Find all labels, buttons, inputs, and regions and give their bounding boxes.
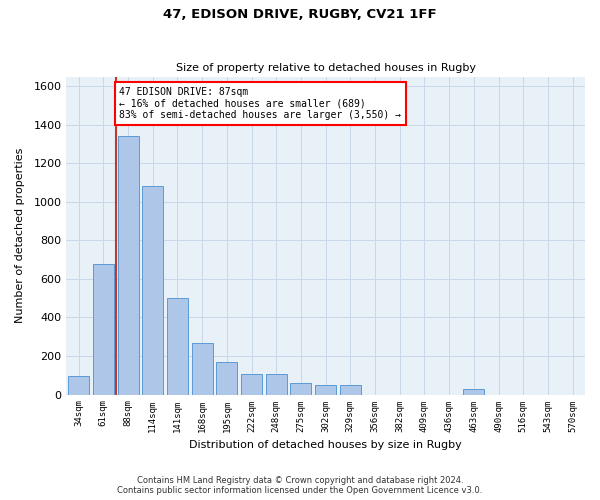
Bar (93, 264, 114, 394)
Bar (167, 298, 188, 394)
Bar (68, 376, 89, 394)
Bar (191, 342, 212, 394)
Bar (118, 136, 139, 394)
Text: 47 EDISON DRIVE: 87sqm
← 16% of detached houses are smaller (689)
83% of semi-de: 47 EDISON DRIVE: 87sqm ← 16% of detached… (119, 87, 401, 120)
Bar (266, 374, 287, 394)
Bar (290, 383, 311, 394)
Bar (142, 186, 163, 394)
X-axis label: Distribution of detached houses by size in Rugby: Distribution of detached houses by size … (189, 440, 462, 450)
Text: 47, EDISON DRIVE, RUGBY, CV21 1FF: 47, EDISON DRIVE, RUGBY, CV21 1FF (163, 8, 437, 20)
Title: Size of property relative to detached houses in Rugby: Size of property relative to detached ho… (176, 63, 476, 73)
Y-axis label: Number of detached properties: Number of detached properties (15, 148, 25, 323)
Bar (463, 389, 484, 394)
Bar (340, 385, 361, 394)
Bar (241, 374, 262, 394)
Bar (217, 362, 238, 394)
Bar (315, 385, 336, 394)
Text: Contains HM Land Registry data © Crown copyright and database right 2024.
Contai: Contains HM Land Registry data © Crown c… (118, 476, 482, 495)
